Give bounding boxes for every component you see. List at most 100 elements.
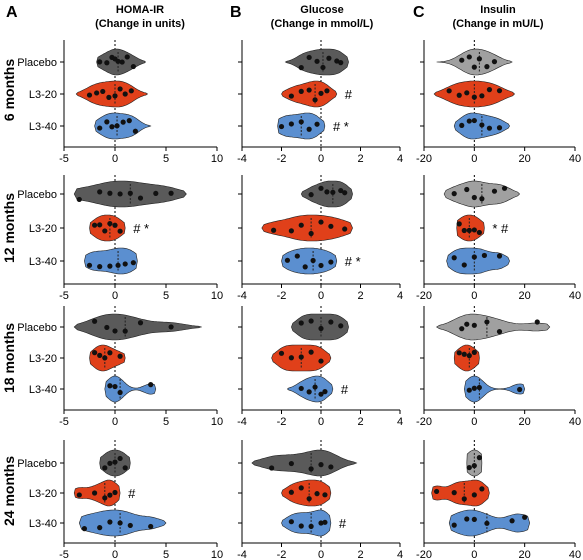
x-tick-label: -2 — [277, 549, 287, 560]
data-point — [496, 328, 503, 335]
data-point — [312, 97, 318, 103]
data-point — [471, 492, 477, 498]
x-tick-label: -5 — [59, 549, 69, 560]
data-point — [318, 462, 324, 468]
data-point — [107, 383, 113, 389]
x-tick-label: 4 — [397, 153, 403, 165]
data-point — [318, 90, 324, 96]
data-point — [308, 192, 314, 198]
x-tick-label: 20 — [519, 290, 531, 302]
data-point — [308, 318, 314, 324]
data-point — [127, 190, 133, 196]
x-tick-label: 2 — [357, 549, 363, 560]
data-point — [298, 523, 304, 529]
data-point — [306, 87, 312, 93]
data-point — [328, 223, 334, 229]
data-point — [318, 358, 324, 364]
data-point — [322, 519, 328, 525]
data-point — [107, 190, 113, 196]
violin-placebo — [73, 313, 202, 341]
x-tick-label: 20 — [519, 153, 531, 165]
group-label-placebo: Placebo — [17, 57, 57, 69]
data-point — [81, 526, 87, 532]
data-point — [115, 58, 121, 64]
x-tick-label: 4 — [397, 290, 403, 302]
row-label-18-months: 18 months — [1, 323, 17, 393]
data-point — [107, 220, 113, 227]
data-point — [298, 119, 304, 125]
data-point — [451, 522, 457, 528]
x-tick-label: -20 — [416, 549, 432, 560]
data-point — [471, 349, 477, 355]
data-point — [306, 496, 312, 502]
data-point — [94, 90, 100, 96]
x-tick-label: 4 — [397, 416, 403, 428]
data-point — [466, 353, 472, 359]
data-point — [137, 195, 144, 201]
group-label-placebo: Placebo — [17, 322, 57, 334]
data-point — [112, 328, 118, 334]
data-point — [446, 88, 452, 94]
group-label-l3-40: L3-40 — [29, 121, 57, 133]
x-tick-label: 2 — [357, 416, 363, 428]
x-tick-label: 5 — [163, 290, 169, 302]
data-point — [522, 514, 528, 520]
data-point — [486, 125, 493, 131]
data-point — [461, 227, 467, 234]
data-point — [288, 355, 294, 361]
data-point — [153, 190, 159, 197]
x-tick-label: 0 — [471, 290, 477, 302]
data-point — [484, 319, 490, 325]
data-point — [324, 189, 330, 195]
group-label-l3-20: L3-20 — [29, 89, 57, 101]
data-point — [308, 230, 314, 237]
x-tick-label: 40 — [569, 549, 581, 560]
data-point — [318, 262, 324, 269]
data-point — [102, 465, 108, 471]
data-point — [322, 492, 328, 498]
data-point — [102, 228, 108, 234]
data-point — [112, 459, 118, 465]
significance-annotation: # * — [345, 254, 361, 269]
data-point — [120, 119, 126, 125]
data-point — [476, 384, 482, 391]
data-point — [330, 189, 336, 195]
x-tick-label: 0 — [318, 416, 324, 428]
x-tick-label: 0 — [112, 549, 118, 560]
data-point — [479, 122, 485, 128]
data-point — [481, 252, 487, 259]
panel-a-subtitle: (Change in units) — [95, 18, 185, 30]
data-point — [491, 188, 498, 194]
data-point — [464, 186, 470, 193]
violin-l3-20 — [281, 80, 338, 108]
data-point — [459, 326, 465, 332]
data-point — [324, 88, 330, 94]
data-point — [308, 523, 314, 529]
data-point — [126, 118, 132, 124]
x-tick-label: -20 — [416, 290, 432, 302]
data-point — [288, 93, 294, 99]
data-point — [334, 58, 340, 64]
data-point — [122, 261, 128, 267]
x-tick-label: 20 — [519, 416, 531, 428]
x-tick-label: 5 — [163, 549, 169, 560]
data-point — [461, 351, 467, 357]
data-point — [112, 489, 118, 496]
significance-annotation: # * — [133, 221, 149, 236]
data-point — [288, 228, 294, 234]
x-tick-label: 10 — [211, 416, 223, 428]
data-point — [284, 257, 291, 263]
data-point — [466, 118, 472, 124]
data-point — [117, 228, 123, 234]
data-point — [269, 465, 275, 471]
data-point — [107, 492, 113, 498]
data-point — [456, 350, 462, 356]
data-point — [318, 520, 324, 526]
panel-b-subtitle: (Change in mmol/L) — [271, 18, 374, 30]
data-point — [534, 319, 540, 325]
data-point — [97, 189, 103, 195]
data-point — [117, 389, 123, 396]
data-point — [501, 185, 508, 191]
